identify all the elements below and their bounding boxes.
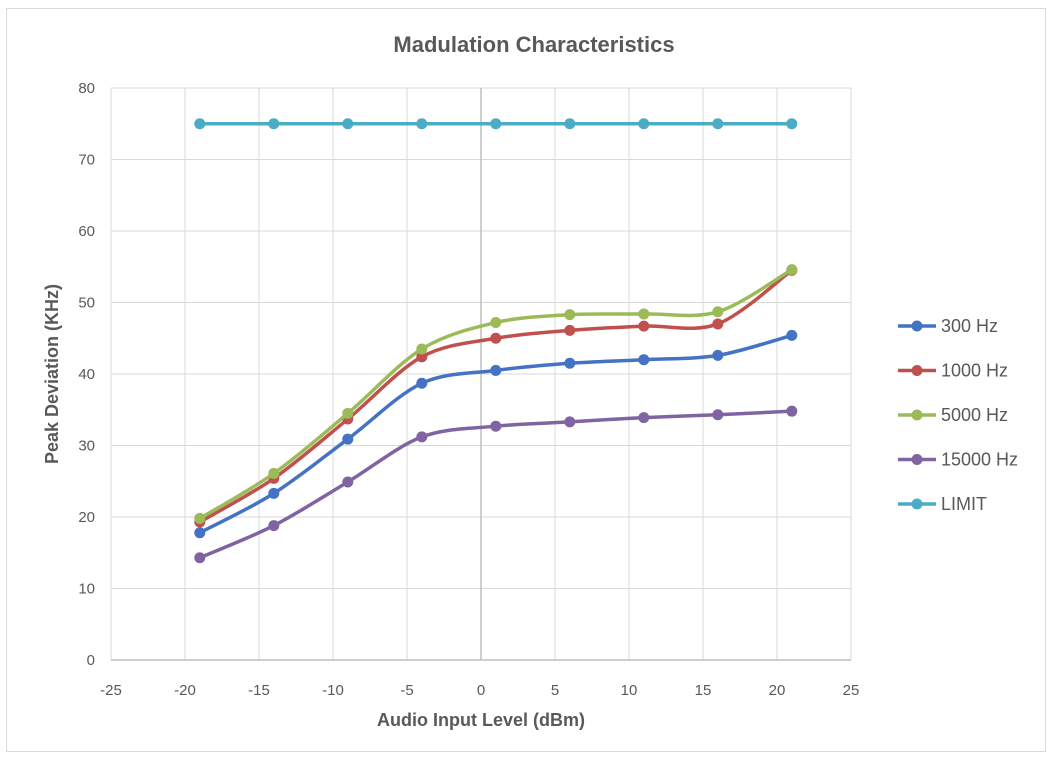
data-point xyxy=(342,118,354,130)
x-tick-label: 10 xyxy=(621,682,638,699)
data-point xyxy=(712,349,724,361)
legend-marker xyxy=(911,454,923,465)
data-point xyxy=(194,552,206,564)
data-point xyxy=(342,433,354,445)
x-tick-label: -25 xyxy=(100,682,122,699)
data-point xyxy=(564,118,576,130)
data-point xyxy=(268,520,280,532)
y-tick-label: 60 xyxy=(78,223,95,240)
data-point xyxy=(342,407,354,419)
y-tick-label: 40 xyxy=(78,366,95,383)
x-tick-label: -5 xyxy=(400,682,413,699)
x-tick-label: 20 xyxy=(769,682,786,699)
data-point xyxy=(490,364,502,376)
data-point xyxy=(638,412,650,424)
axes xyxy=(111,88,851,661)
series-5000-hz xyxy=(194,264,798,524)
data-point xyxy=(268,467,280,479)
x-tick-labels: -25 -20 -15 -10 -5 0 5 10 15 20 25 xyxy=(100,682,859,699)
data-point xyxy=(712,118,724,130)
data-point xyxy=(416,431,428,443)
y-tick-label: 20 xyxy=(78,509,95,526)
data-point xyxy=(712,318,724,330)
chart-area xyxy=(6,8,1046,752)
data-point xyxy=(786,329,798,341)
data-point xyxy=(194,527,206,539)
y-tick-label: 80 xyxy=(78,80,95,97)
y-tick-label: 70 xyxy=(78,152,95,169)
legend-marker xyxy=(911,320,923,332)
legend-item: 1000 Hz xyxy=(898,361,1008,381)
legend-label: 1000 Hz xyxy=(941,361,1008,381)
data-point xyxy=(564,416,576,428)
legend-item: 300 Hz xyxy=(898,316,998,336)
x-tick-label: 15 xyxy=(695,682,712,699)
data-point xyxy=(490,118,502,130)
series-group xyxy=(194,118,798,564)
data-point xyxy=(490,332,502,344)
data-point xyxy=(416,118,428,130)
legend-label: 15000 Hz xyxy=(941,450,1018,470)
legend-marker xyxy=(911,365,923,376)
data-point xyxy=(194,118,206,130)
data-point xyxy=(638,118,650,130)
data-point xyxy=(490,317,502,329)
y-tick-labels: 0 10 20 30 40 50 60 70 80 xyxy=(78,80,95,669)
y-tick-label: 50 xyxy=(78,295,95,312)
data-point xyxy=(342,476,354,488)
legend-label: LIMIT xyxy=(941,494,987,514)
data-point xyxy=(638,320,650,332)
legend-item: 5000 Hz xyxy=(898,405,1008,425)
data-point xyxy=(638,308,650,320)
legend-marker xyxy=(911,498,923,510)
x-tick-label: -20 xyxy=(174,682,196,699)
legend-item: LIMIT xyxy=(898,494,987,514)
y-tick-label: 10 xyxy=(78,581,95,598)
data-point xyxy=(268,118,280,130)
data-point xyxy=(564,309,576,321)
data-point xyxy=(194,512,206,524)
series-300-hz xyxy=(194,329,798,539)
data-point xyxy=(786,118,798,130)
x-tick-label: 5 xyxy=(551,682,559,699)
legend-marker xyxy=(911,409,923,421)
data-point xyxy=(416,351,428,363)
data-point xyxy=(564,324,576,336)
legend: 300 Hz 1000 Hz 5000 Hz 15000 Hz LIMIT xyxy=(898,316,1018,514)
data-point xyxy=(786,264,798,276)
data-point xyxy=(638,354,650,366)
data-point xyxy=(786,405,798,417)
y-axis-title: Peak Deviation (KHz) xyxy=(42,284,62,464)
series-limit xyxy=(194,118,798,130)
x-tick-label: 25 xyxy=(843,682,860,699)
data-point xyxy=(564,357,576,369)
data-point xyxy=(416,377,428,389)
data-point xyxy=(490,420,502,432)
data-point xyxy=(712,409,724,421)
legend-label: 5000 Hz xyxy=(941,405,1008,425)
chart-title: Madulation Characteristics xyxy=(393,32,674,57)
x-tick-label: -10 xyxy=(322,682,344,699)
y-tick-label: 0 xyxy=(87,652,95,669)
data-point xyxy=(268,487,280,499)
x-tick-label: 0 xyxy=(477,682,485,699)
legend-label: 300 Hz xyxy=(941,316,998,336)
x-tick-label: -15 xyxy=(248,682,270,699)
data-point xyxy=(712,306,724,318)
y-tick-label: 30 xyxy=(78,438,95,455)
legend-item: 15000 Hz xyxy=(898,450,1018,470)
data-point xyxy=(416,343,428,355)
x-axis-title: Audio Input Level (dBm) xyxy=(377,710,585,730)
series-15000-hz xyxy=(194,405,798,564)
